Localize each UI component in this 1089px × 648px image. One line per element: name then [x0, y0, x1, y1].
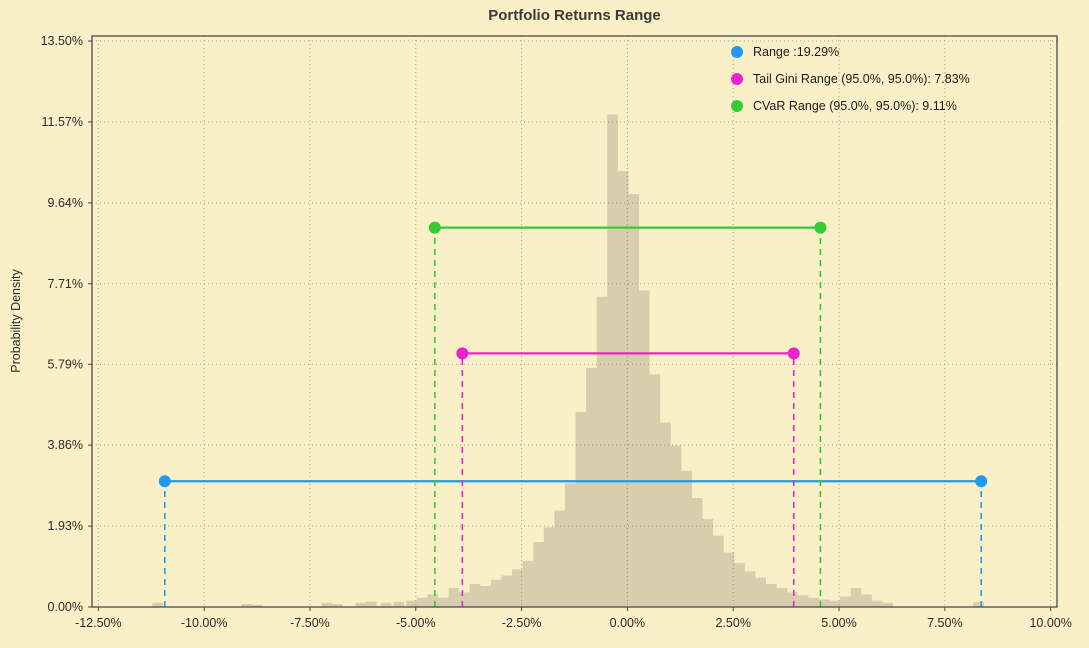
histogram-bar: [355, 602, 367, 607]
histogram-bar: [480, 586, 491, 607]
x-tick-label: 7.50%: [927, 616, 962, 630]
histogram-bar: [321, 602, 333, 607]
y-tick-label: 7.71%: [48, 277, 83, 291]
histogram-bar: [332, 604, 343, 607]
x-tick-label: 5.00%: [821, 616, 856, 630]
histogram-bar: [713, 535, 724, 607]
histogram-bar: [251, 604, 263, 607]
x-tick-label: -12.50%: [75, 616, 122, 630]
histogram-bar: [861, 594, 872, 607]
histogram-bar: [723, 552, 735, 607]
histogram-bar: [639, 290, 650, 607]
tail-gini-range-endpoint-marker-icon: [787, 347, 800, 360]
histogram-bar: [829, 600, 841, 607]
range-marker-icon: [731, 46, 743, 58]
x-tick-label: 10.00%: [1029, 616, 1071, 630]
y-tick-label: 5.79%: [48, 357, 83, 371]
x-tick-label: 2.50%: [715, 616, 750, 630]
histogram-bar: [469, 583, 481, 607]
histogram-bar: [152, 602, 163, 607]
plot-border: [91, 35, 1058, 608]
cvar-range-endpoint-marker-icon: [814, 221, 827, 234]
histogram-bar: [564, 483, 576, 607]
histogram-bar: [501, 575, 513, 607]
y-axis-label: Probability Density: [9, 269, 23, 373]
y-tick-label: 3.86%: [48, 438, 83, 452]
y-tick-label: 11.57%: [42, 115, 83, 129]
y-tick-label: 9.64%: [48, 196, 83, 210]
histogram-bar: [366, 601, 377, 607]
histogram-bar: [850, 588, 862, 607]
cvar-range-endpoint-marker-icon: [428, 221, 441, 234]
cvar-range-marker-icon: [731, 100, 743, 112]
histogram-bar: [438, 597, 449, 607]
histogram-bar: [533, 542, 544, 607]
x-tick-label: 0.00%: [610, 616, 645, 630]
histogram-bar: [691, 497, 703, 607]
histogram-bar: [448, 588, 460, 607]
histogram-bar: [871, 600, 883, 607]
histogram-bar: [596, 296, 608, 607]
histogram-bar: [490, 579, 502, 607]
histogram-bar: [416, 597, 428, 607]
histogram-bar: [380, 602, 392, 607]
histogram-bar: [543, 527, 555, 607]
histogram-bar: [681, 470, 692, 607]
histogram-bar: [628, 194, 640, 607]
histogram-bar: [797, 595, 809, 607]
histogram-bar: [393, 601, 405, 607]
chart-title: Portfolio Returns Range: [488, 7, 661, 24]
histogram-bar: [575, 412, 587, 607]
histogram-bar: [649, 374, 661, 607]
histogram-bar: [840, 596, 851, 607]
histogram-bar: [554, 510, 565, 607]
histogram-bar: [241, 604, 252, 607]
range-group-cvar-range: [428, 221, 827, 607]
histogram-bar: [734, 562, 745, 607]
range-endpoint-marker-icon: [975, 475, 988, 488]
x-tick-label: -7.50%: [290, 616, 330, 630]
histogram-bar: [755, 577, 767, 607]
histogram-bar: [702, 518, 714, 607]
range-group-tail-gini-range: [456, 347, 800, 607]
tail-gini-range-endpoint-marker-icon: [456, 347, 469, 360]
legend-item-label: Range :19.29%: [753, 45, 840, 59]
histogram-bar: [818, 599, 830, 607]
histogram-bar: [607, 114, 618, 607]
legend-item-label: CVaR Range (95.0%, 95.0%): 9.11%: [753, 99, 957, 113]
legend-item-label: Tail Gini Range (95.0%, 95.0%): 7.83%: [753, 72, 970, 86]
histogram-bar: [617, 170, 629, 607]
histogram-bar: [522, 560, 534, 607]
histogram-bar: [670, 445, 682, 607]
y-tick-label: 0.00%: [48, 600, 83, 614]
legend-item-range: Range :19.29%: [731, 42, 970, 62]
histogram-bar: [406, 600, 417, 607]
histogram-bar: [776, 588, 788, 607]
range-group-range: [158, 475, 988, 607]
legend: Range :19.29% Tail Gini Range (95.0%, 95.…: [731, 42, 970, 116]
y-tick-label: 13.50%: [41, 34, 83, 48]
histogram-bar: [459, 592, 470, 607]
histogram-bar: [766, 583, 777, 607]
histogram-bar: [427, 594, 439, 607]
histogram-bar: [882, 602, 893, 607]
histogram-bar: [512, 569, 523, 607]
histogram-bar: [787, 592, 798, 607]
x-tick-label: -10.00%: [181, 616, 228, 630]
histogram-bar: [973, 601, 984, 607]
histogram-bar: [808, 597, 819, 607]
histogram-bar: [744, 571, 756, 607]
y-tick-label: 1.93%: [48, 519, 83, 533]
histogram-bar: [586, 368, 597, 607]
range-endpoint-marker-icon: [158, 475, 171, 488]
tail-gini-range-marker-icon: [731, 73, 743, 85]
histogram-bar: [660, 422, 671, 607]
legend-item-tail-gini-range: Tail Gini Range (95.0%, 95.0%): 7.83%: [731, 69, 970, 89]
x-tick-label: -2.50%: [502, 616, 542, 630]
legend-item-cvar-range: CVaR Range (95.0%, 95.0%): 9.11%: [731, 96, 970, 116]
x-tick-label: -5.00%: [396, 616, 436, 630]
